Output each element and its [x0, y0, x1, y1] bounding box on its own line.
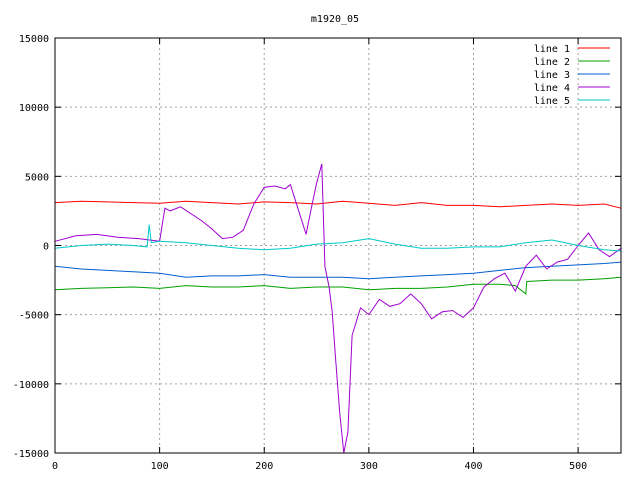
x-tick-label: 500: [569, 461, 587, 472]
legend: line 1 line 2 line 3 line 4 line 5: [534, 44, 610, 107]
legend-label: line 5: [534, 96, 570, 107]
series-layer: [54, 163, 622, 454]
y-tick-label: 15000: [19, 34, 49, 45]
legend-label: line 4: [534, 83, 570, 94]
x-tick-label: 100: [151, 461, 169, 472]
y-tick-label: 5000: [25, 172, 49, 183]
y-tick-label: 0: [43, 242, 49, 253]
series-line-3: [54, 261, 622, 280]
y-tick-label: 10000: [19, 103, 49, 114]
series-line-2: [54, 276, 622, 295]
legend-label: line 2: [534, 57, 570, 68]
chart-title: m1920_05: [311, 14, 359, 25]
y-tick-label: -10000: [13, 380, 49, 391]
x-tick-label: 200: [255, 461, 273, 472]
y-tick-label: -15000: [13, 449, 49, 460]
x-tick-label: 300: [360, 461, 378, 472]
grid: [55, 38, 621, 453]
series-line-5: [54, 224, 622, 252]
y-tick-label: -5000: [19, 311, 49, 322]
series-line-4: [54, 163, 622, 454]
legend-label: line 1: [534, 44, 570, 55]
legend-label: line 3: [534, 70, 570, 81]
x-tick-label: 0: [52, 461, 58, 472]
axis-ticks: 0 100 200 300 400 500 -15000 -10000 -5000 0 5000 10…: [13, 34, 621, 472]
series-line-1: [54, 200, 622, 209]
x-tick-label: 400: [464, 461, 482, 472]
